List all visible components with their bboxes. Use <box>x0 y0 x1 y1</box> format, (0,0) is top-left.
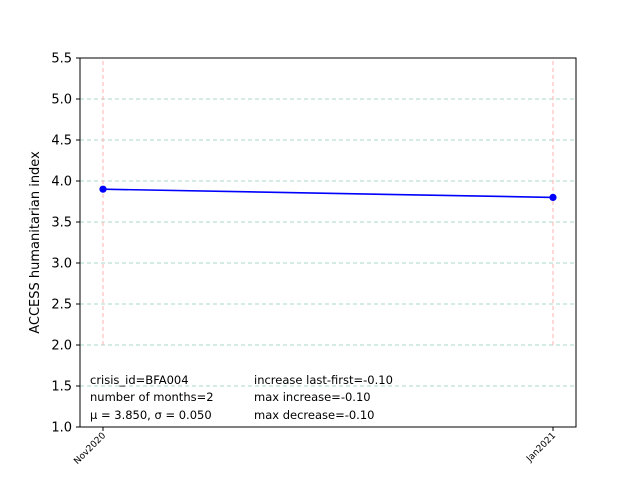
series-line-0 <box>102 188 554 199</box>
y-tick-label-2: 2.0 <box>51 339 72 354</box>
annotation-increase-last-first: increase last-first=-0.10 <box>254 373 393 387</box>
data-point-Jan2021 <box>549 193 557 201</box>
annotation-crisis-id: crisis_id=BFA004 <box>90 373 189 387</box>
annotation-max-increase: max increase=-0.10 <box>254 390 371 404</box>
data-point-Nov2020 <box>99 185 107 193</box>
grid-lines <box>80 58 576 387</box>
y-tick-label-4: 3.0 <box>51 257 72 272</box>
annotation-month-count: number of months=2 <box>90 390 214 404</box>
y-axis-title: ACCESS humanitarian index <box>28 151 43 334</box>
y-tick-label-5: 3.5 <box>51 216 72 231</box>
plot-frame <box>79 57 577 428</box>
y-tick-label-8: 5.0 <box>51 93 72 108</box>
y-tick-label-0: 1.0 <box>51 421 72 436</box>
stats-annotation-right: increase last-first=-0.10 max increase=-… <box>254 373 393 422</box>
x-axis: Nov2020 Jan2021 <box>72 427 558 467</box>
stats-annotation-left: crisis_id=BFA004 number of months=2 μ = … <box>90 373 214 422</box>
y-tick-label-9: 5.5 <box>51 52 72 67</box>
y-tick-label-1: 1.5 <box>51 380 72 395</box>
y-axis: 1.0 1.5 2.0 2.5 3.0 3.5 4.0 4.5 5.0 5.5 <box>51 52 80 436</box>
annotation-max-decrease: max decrease=-0.10 <box>254 408 374 422</box>
y-tick-label-3: 2.5 <box>51 298 72 313</box>
series-layer <box>99 185 557 201</box>
y-tick-label-6: 4.0 <box>51 175 72 190</box>
annotation-mean-std: μ = 3.850, σ = 0.050 <box>90 408 212 422</box>
x-tick-label-Jan2021: Jan2021 <box>524 431 558 465</box>
x-tick-label-Nov2020: Nov2020 <box>72 431 108 467</box>
y-tick-label-7: 4.5 <box>51 134 72 149</box>
